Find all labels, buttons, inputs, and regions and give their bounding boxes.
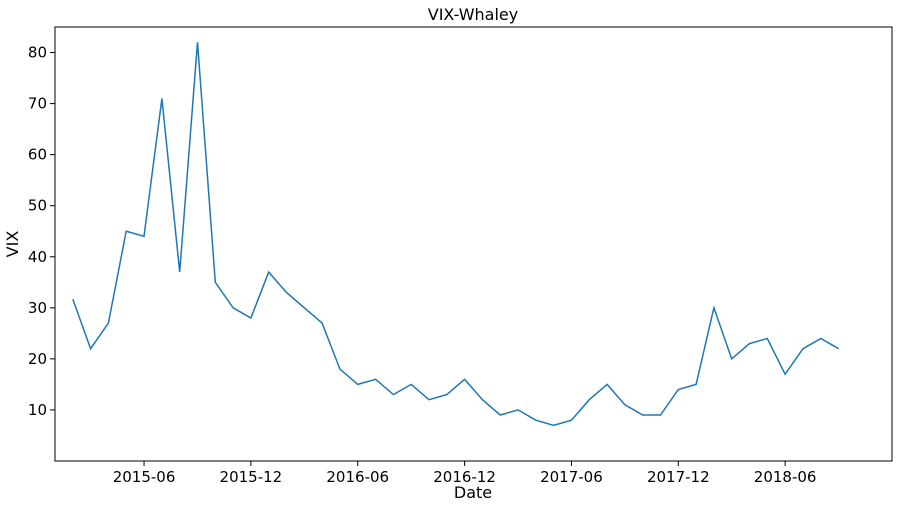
data-line [72,42,839,427]
x-tick-label: 2015-06 [113,468,176,486]
x-tick-label: 2016-06 [326,468,389,486]
x-tick-label: 2017-06 [540,468,603,486]
y-tick-label: 40 [28,248,47,266]
chart-title: VIX-Whaley [428,5,518,24]
y-tick-label: 30 [28,299,47,317]
x-tick-label: 2016-12 [433,468,496,486]
y-tick-label: 70 [28,95,47,113]
y-tick-label: 50 [28,197,47,215]
x-tick-label: 2015-12 [220,468,283,486]
y-tick-label: 20 [28,350,47,368]
y-tick-label: 80 [28,44,47,62]
y-axis-label: VIX [3,231,22,258]
plot-frame [54,26,893,462]
y-tick-label: 60 [28,146,47,164]
x-tick-label: 2017-12 [647,468,710,486]
x-axis-label: Date [454,483,492,502]
x-tick-label: 2018-06 [754,468,817,486]
y-tick-label: 10 [28,401,47,419]
